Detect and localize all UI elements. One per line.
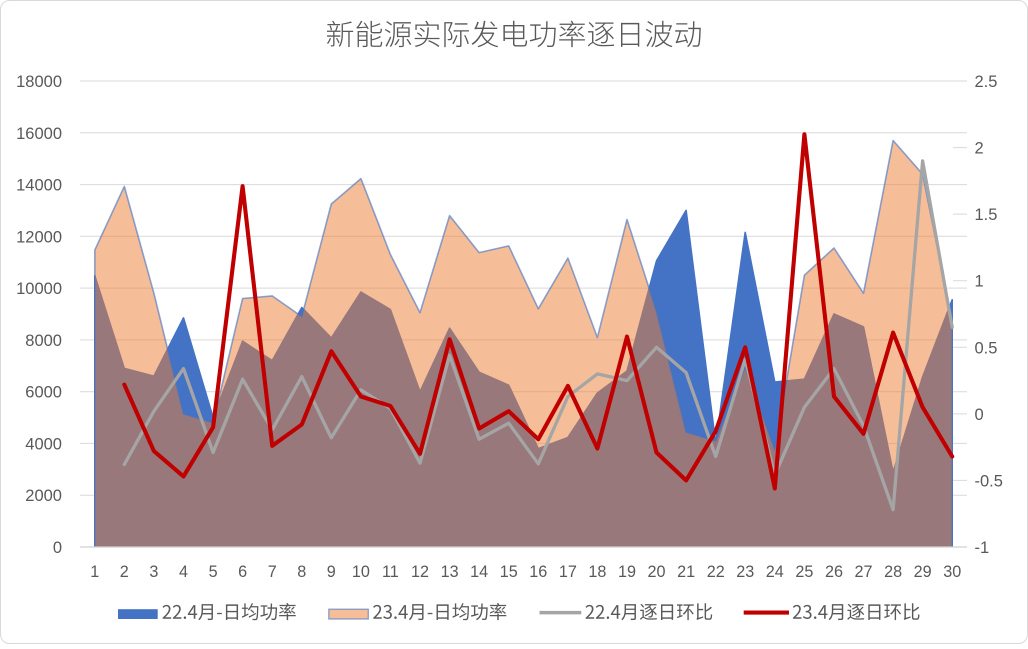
svg-text:18: 18 xyxy=(588,563,606,581)
svg-text:11: 11 xyxy=(382,563,399,581)
svg-text:8: 8 xyxy=(297,563,306,581)
svg-text:1: 1 xyxy=(90,563,99,581)
svg-text:3: 3 xyxy=(149,563,158,581)
svg-text:18000: 18000 xyxy=(16,73,62,91)
svg-text:16000: 16000 xyxy=(16,125,62,143)
svg-text:4: 4 xyxy=(179,563,188,581)
svg-text:28: 28 xyxy=(884,563,902,581)
svg-text:1: 1 xyxy=(975,273,984,291)
svg-text:5: 5 xyxy=(209,563,218,581)
svg-text:15: 15 xyxy=(500,563,518,581)
svg-text:12: 12 xyxy=(411,563,429,581)
svg-text:17: 17 xyxy=(559,563,577,581)
svg-text:21: 21 xyxy=(677,563,695,581)
svg-text:-0.5: -0.5 xyxy=(975,472,1003,490)
svg-text:10000: 10000 xyxy=(16,280,62,298)
svg-text:26: 26 xyxy=(825,563,843,581)
svg-text:27: 27 xyxy=(854,563,872,581)
svg-text:0: 0 xyxy=(53,539,62,557)
svg-text:24: 24 xyxy=(766,563,784,581)
svg-text:2.5: 2.5 xyxy=(975,73,998,91)
svg-text:-1: -1 xyxy=(975,539,990,557)
svg-text:0.5: 0.5 xyxy=(975,339,998,357)
svg-text:7: 7 xyxy=(268,563,277,581)
svg-text:6: 6 xyxy=(238,563,247,581)
svg-text:4000: 4000 xyxy=(25,435,62,453)
svg-text:23: 23 xyxy=(736,563,754,581)
svg-text:29: 29 xyxy=(914,563,932,581)
svg-text:2: 2 xyxy=(975,140,984,158)
svg-text:20: 20 xyxy=(647,563,665,581)
svg-text:12000: 12000 xyxy=(16,228,62,246)
svg-text:14: 14 xyxy=(470,563,488,581)
svg-text:9: 9 xyxy=(327,563,336,581)
svg-text:16: 16 xyxy=(529,563,547,581)
svg-text:10: 10 xyxy=(352,563,370,581)
svg-text:0: 0 xyxy=(975,406,984,424)
svg-text:13: 13 xyxy=(441,563,459,581)
svg-text:1.5: 1.5 xyxy=(975,206,998,224)
svg-text:6000: 6000 xyxy=(25,384,62,402)
svg-text:2000: 2000 xyxy=(25,487,62,505)
svg-text:8000: 8000 xyxy=(25,332,62,350)
svg-text:22: 22 xyxy=(707,563,725,581)
svg-text:19: 19 xyxy=(618,563,636,581)
svg-text:30: 30 xyxy=(943,563,961,581)
svg-text:25: 25 xyxy=(795,563,813,581)
svg-text:2: 2 xyxy=(120,563,129,581)
svg-text:14000: 14000 xyxy=(16,177,62,195)
